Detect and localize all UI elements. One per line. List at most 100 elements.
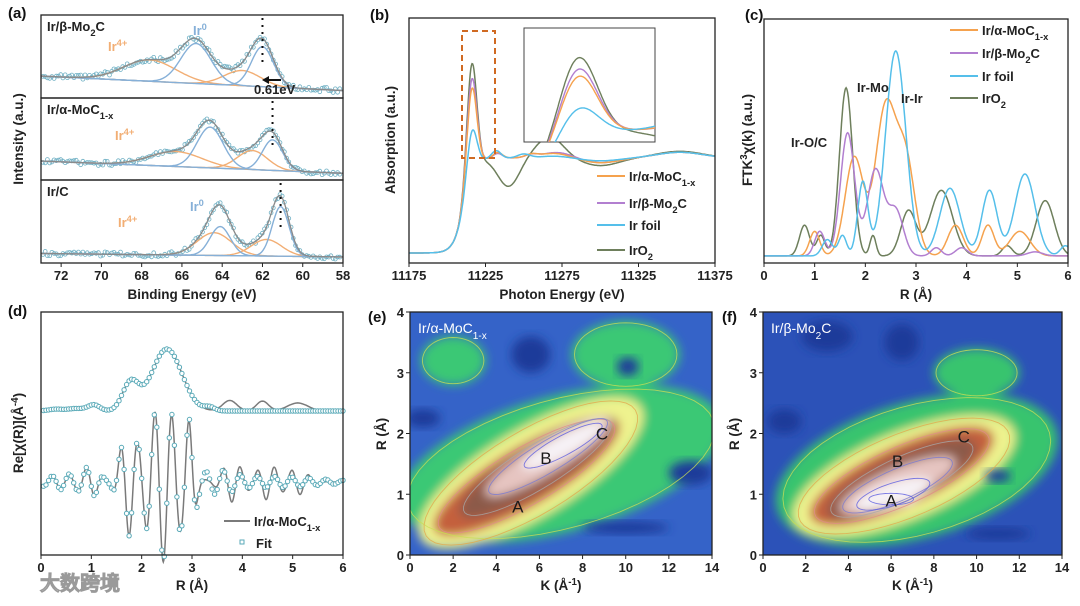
fit-point — [128, 510, 135, 516]
fit-point — [126, 533, 132, 539]
fit-point — [156, 486, 163, 492]
e-x-tick-label: 8 — [579, 560, 586, 575]
d-x-tick-label: 5 — [289, 560, 296, 575]
b-x-tick-label: 11175 — [392, 268, 427, 283]
fit-point — [214, 486, 220, 493]
fit-point — [186, 416, 193, 423]
legend-item: Ir/α-MoC1-x — [950, 23, 1049, 42]
y-axis-label: R (Å) — [374, 418, 389, 450]
contour-line — [463, 418, 612, 516]
ft-curve — [764, 86, 1069, 257]
ir0-component-curve — [41, 205, 343, 258]
fit-point — [118, 444, 125, 451]
map-title-part: Ir/α-MoC — [418, 320, 473, 336]
ir4-label-part: 4+ — [124, 127, 135, 137]
data-point — [131, 251, 137, 256]
legend-item: IrO2 — [950, 91, 1006, 110]
legend-item: Ir/α-MoC1-x — [224, 514, 321, 533]
intensity-layers — [775, 348, 1058, 547]
legend-label-part: Ir foil — [982, 69, 1014, 84]
fit-point — [171, 442, 178, 448]
ft-curve — [764, 131, 1068, 257]
data-point — [135, 253, 141, 258]
legend-label-part: Ir/β-Mo — [982, 46, 1025, 61]
legend-label-part: 2 — [648, 252, 653, 262]
low-intensity-spot — [767, 409, 802, 434]
fit-point — [63, 475, 69, 482]
legend-marker — [239, 539, 245, 545]
xps-subplot: Ir/β-Mo2C — [40, 14, 344, 99]
fit-point — [121, 387, 127, 393]
fit-point — [113, 402, 120, 408]
ft-curve — [764, 50, 1069, 257]
x-axis-label: K (Å-1) — [541, 577, 582, 594]
fit-point — [257, 475, 263, 482]
panel-label: (d) — [8, 303, 27, 320]
e-x-tick-label: 4 — [493, 560, 501, 575]
sample-label-part: Ir/α-MoC — [47, 102, 100, 117]
a-x-tick-label: 58 — [336, 268, 350, 283]
panel-a-xps: Ir/β-Mo2CIr/α-MoC1-xIr/CIr0Ir4+Ir4+Ir0Ir… — [11, 14, 350, 302]
sample-label-part: C — [96, 19, 106, 34]
feature-label-B: B — [540, 449, 551, 468]
d-x-tick-label: 1 — [88, 560, 95, 575]
c-x-tick-label: 3 — [912, 268, 919, 283]
map-title-part: 2 — [816, 331, 822, 342]
fit-point — [151, 412, 158, 418]
d-x-tick-label: 2 — [138, 560, 145, 575]
contour-line — [488, 418, 608, 495]
xps-subplot: Ir/α-MoC1-x — [40, 97, 344, 181]
fit-point — [83, 464, 90, 471]
fit-point — [123, 381, 130, 388]
c-x-tick-label: 4 — [963, 268, 971, 283]
fit-point — [199, 478, 205, 484]
y-tick-label: 1 — [750, 487, 757, 502]
ir0-component-curve — [41, 45, 343, 92]
legend-label-part: 2 — [1001, 100, 1006, 110]
fit-point — [191, 497, 198, 503]
fit-point — [196, 491, 203, 497]
low-intensity-spot — [884, 324, 919, 361]
b-x-tick-label: 11225 — [468, 268, 503, 283]
fit-point — [43, 482, 49, 488]
low-intensity-spot — [410, 409, 441, 428]
data-point — [60, 75, 66, 81]
y-axis-label: FTK3χ(k) (a.u.) — [739, 94, 756, 186]
legend-label-part: 1-x — [1035, 32, 1049, 42]
legend-item: Ir foil — [597, 218, 661, 233]
data-point — [264, 224, 270, 229]
annotation-ir-ir: Ir-Ir — [901, 91, 923, 106]
data-point — [65, 250, 70, 256]
legend-item: Fit — [239, 536, 273, 551]
data-point — [255, 37, 261, 43]
envelope-fit-curve — [41, 194, 343, 258]
x-axis-label-part: ) — [928, 578, 933, 593]
b-x-tick-label: 11325 — [621, 268, 656, 283]
legend-label: IrO2 — [629, 243, 653, 262]
e-x-tick-label: 12 — [662, 560, 676, 575]
c-x-tick-label: 5 — [1014, 268, 1021, 283]
x-axis-label-part: ) — [577, 578, 582, 593]
legend-label: Ir/β-Mo2C — [629, 196, 688, 215]
x-axis-label: R (Å) — [176, 578, 208, 593]
fit-point — [71, 480, 77, 486]
panel-label: (c) — [745, 7, 763, 24]
fit-point — [154, 424, 160, 430]
data-point — [337, 171, 343, 177]
legend-label-part: Ir/β-Mo — [629, 196, 672, 211]
f-x-tick-label: 2 — [802, 560, 809, 575]
legend-label: Ir foil — [629, 218, 661, 233]
fit-point — [184, 432, 190, 438]
low-intensity-spot — [985, 469, 1011, 483]
c-x-tick-label: 6 — [1064, 268, 1071, 283]
x-axis-label-part: K (Å — [892, 578, 920, 593]
low-intensity-spot — [511, 336, 551, 373]
subplot-frame — [40, 179, 344, 264]
intensity-band — [522, 422, 605, 470]
fit-point — [53, 478, 59, 484]
fit-point — [249, 480, 256, 487]
ir0-label-part: 0 — [202, 22, 207, 32]
y-axis-label-part: -4 — [10, 397, 21, 406]
